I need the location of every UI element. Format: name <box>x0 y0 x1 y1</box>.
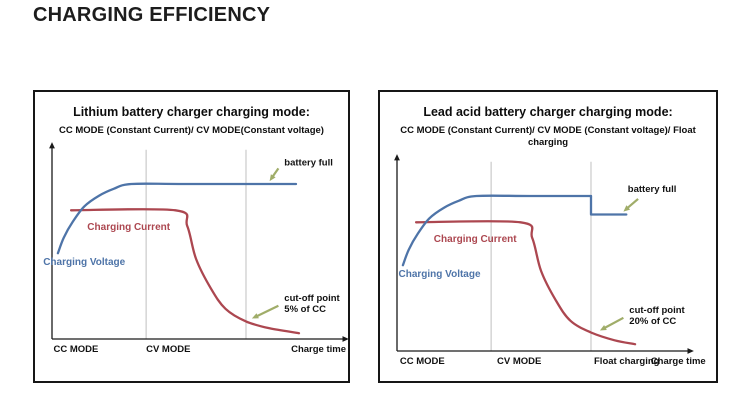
chart-panels: Lithium battery charger charging mode: C… <box>33 90 718 383</box>
lead-acid-chart-title: Lead acid battery charger charging mode: <box>423 105 673 119</box>
cut-off-point-text: cut-off point <box>284 293 340 304</box>
charging-voltage-label: Charging Voltage <box>399 269 481 280</box>
battery-full-annotation: battery full <box>269 158 333 182</box>
charging-voltage-curve <box>401 194 593 267</box>
lithium-chart-panel: Lithium battery charger charging mode: C… <box>33 90 350 383</box>
page-title: CHARGING EFFICIENCY <box>33 4 271 26</box>
x-axis-label-cv-mode: CV MODE <box>497 356 541 367</box>
cut-off-point-arrow-head <box>251 313 259 319</box>
lithium-chart-subtitle: CC MODE (Constant Current)/ CV MODE(Cons… <box>59 125 324 136</box>
lithium-chart-canvas: Charging Current Charging Voltage CC MODE C… <box>43 142 348 355</box>
x-axis-label-charge-time: Charge time <box>651 356 706 367</box>
x-axis-label-charge-time: Charge time <box>291 344 346 355</box>
battery-full-arrow-head <box>623 205 631 212</box>
battery-full-arrow-shaft <box>626 198 639 210</box>
battery-full-annotation: battery full <box>623 184 676 212</box>
x-axis-head <box>687 348 694 354</box>
charging-current-label: Charging Current <box>87 222 170 233</box>
lithium-chart-title: Lithium battery charger charging mode: <box>73 105 310 119</box>
charging-voltage-curve <box>56 182 298 255</box>
cut-off-point-text: 20% of CC <box>629 316 676 327</box>
cut-off-point-arrow-shaft <box>603 316 624 330</box>
cut-off-point-arrow-head <box>599 325 607 331</box>
x-axis-label-cv-mode: CV MODE <box>146 344 190 355</box>
cut-off-point-arrow-shaft <box>255 304 279 318</box>
x-axis-label-cc-mode: CC MODE <box>400 356 445 367</box>
charging-current-curve <box>69 208 301 335</box>
lead-acid-chart-panel: Lead acid battery charger charging mode:… <box>378 90 718 383</box>
lead-acid-chart-subtitle: CC MODE (Constant Current)/ CV MODE (Con… <box>400 125 696 148</box>
y-axis-head <box>394 154 400 161</box>
lead-acid-chart-canvas: Charging Current Charging Voltage CC MODE C… <box>394 154 706 367</box>
charging-current-label: Charging Current <box>434 234 517 245</box>
charging-current-curve <box>414 220 637 346</box>
battery-full-text: battery full <box>628 184 677 195</box>
battery-full-arrow-head <box>269 174 276 182</box>
x-axis-head <box>342 336 348 342</box>
charging-voltage-label: Charging Voltage <box>43 257 125 268</box>
x-axis-label-float-charging: Float charging <box>594 356 660 367</box>
x-axis-label-cc-mode: CC MODE <box>54 344 99 355</box>
battery-full-text: battery full <box>284 158 333 169</box>
cut-off-point-text: cut-off point <box>629 305 685 316</box>
charging-voltage-curve <box>589 194 628 216</box>
cut-off-point-text: 5% of CC <box>284 304 326 315</box>
y-axis-head <box>49 142 55 149</box>
